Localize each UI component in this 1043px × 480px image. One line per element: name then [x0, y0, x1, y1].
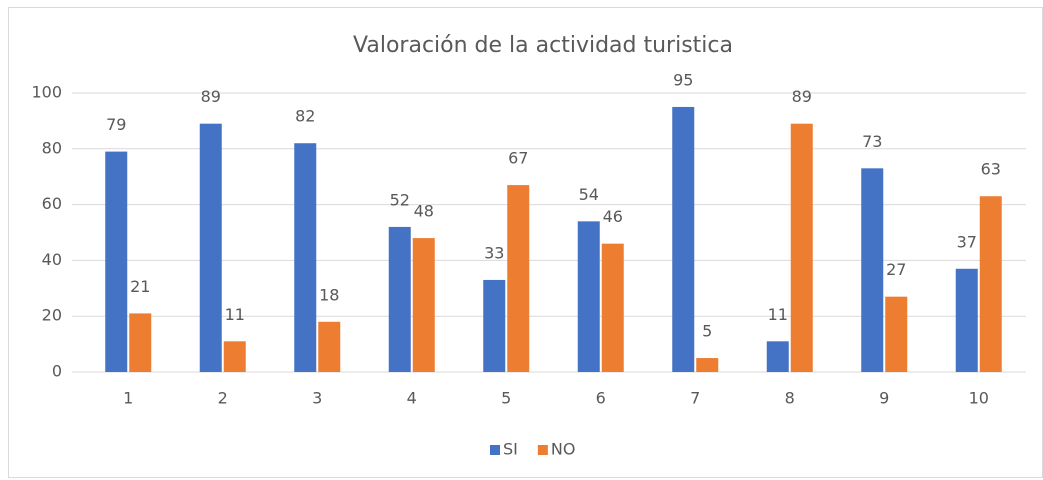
data-label: 33 — [484, 243, 504, 262]
bar — [955, 268, 978, 372]
data-label: 11 — [768, 305, 788, 324]
bar — [601, 243, 624, 372]
legend-swatch — [490, 445, 500, 455]
data-label: 73 — [862, 132, 882, 151]
bar — [318, 321, 341, 372]
data-label: 18 — [319, 285, 339, 304]
bar — [861, 168, 884, 372]
x-tick-label: 10 — [969, 389, 989, 408]
bar — [412, 238, 435, 372]
legend-label: SI — [503, 440, 518, 459]
x-tick-label: 9 — [879, 389, 889, 408]
y-tick-label: 80 — [42, 138, 62, 157]
data-label: 11 — [225, 305, 245, 324]
bar — [199, 123, 222, 372]
y-tick-label: 20 — [42, 306, 62, 325]
bar — [294, 143, 317, 372]
y-tick-label: 60 — [42, 194, 62, 213]
bar — [129, 313, 152, 372]
bar — [885, 296, 908, 372]
x-tick-label: 3 — [312, 389, 322, 408]
bar — [696, 358, 719, 372]
y-tick-label: 100 — [31, 83, 62, 102]
legend-swatch — [537, 445, 548, 455]
bar — [790, 123, 813, 372]
bar — [105, 151, 128, 372]
data-label: 46 — [603, 207, 623, 226]
x-tick-label: 5 — [501, 389, 511, 408]
data-label: 82 — [295, 107, 315, 126]
data-label: 89 — [201, 87, 221, 106]
data-label: 89 — [792, 87, 812, 106]
bar — [766, 341, 789, 372]
y-tick-label: 40 — [42, 250, 62, 269]
data-label: 63 — [981, 160, 1001, 179]
y-tick-label: 0 — [52, 362, 62, 381]
bar — [388, 226, 411, 372]
data-label: 52 — [390, 190, 410, 209]
bar — [223, 341, 246, 372]
data-label: 67 — [508, 149, 528, 168]
data-label: 37 — [957, 232, 977, 251]
bar — [577, 221, 600, 372]
x-tick-label: 1 — [123, 389, 133, 408]
bar — [507, 185, 530, 372]
data-label: 5 — [702, 322, 712, 341]
bar — [979, 196, 1002, 372]
legend-label: NO — [551, 440, 576, 459]
data-label: 54 — [579, 185, 599, 204]
data-label: 95 — [673, 70, 693, 89]
data-label: 21 — [130, 277, 150, 296]
data-label: 48 — [414, 202, 434, 221]
x-tick-label: 2 — [218, 389, 228, 408]
chart-title: Valoración de la actividad turistica — [353, 33, 733, 58]
data-label: 27 — [886, 260, 906, 279]
x-tick-label: 6 — [596, 389, 606, 408]
x-tick-label: 7 — [690, 389, 700, 408]
bar — [483, 279, 506, 372]
bar — [672, 106, 695, 372]
x-tick-label: 4 — [407, 389, 417, 408]
data-label: 79 — [106, 115, 126, 134]
x-tick-label: 8 — [785, 389, 795, 408]
